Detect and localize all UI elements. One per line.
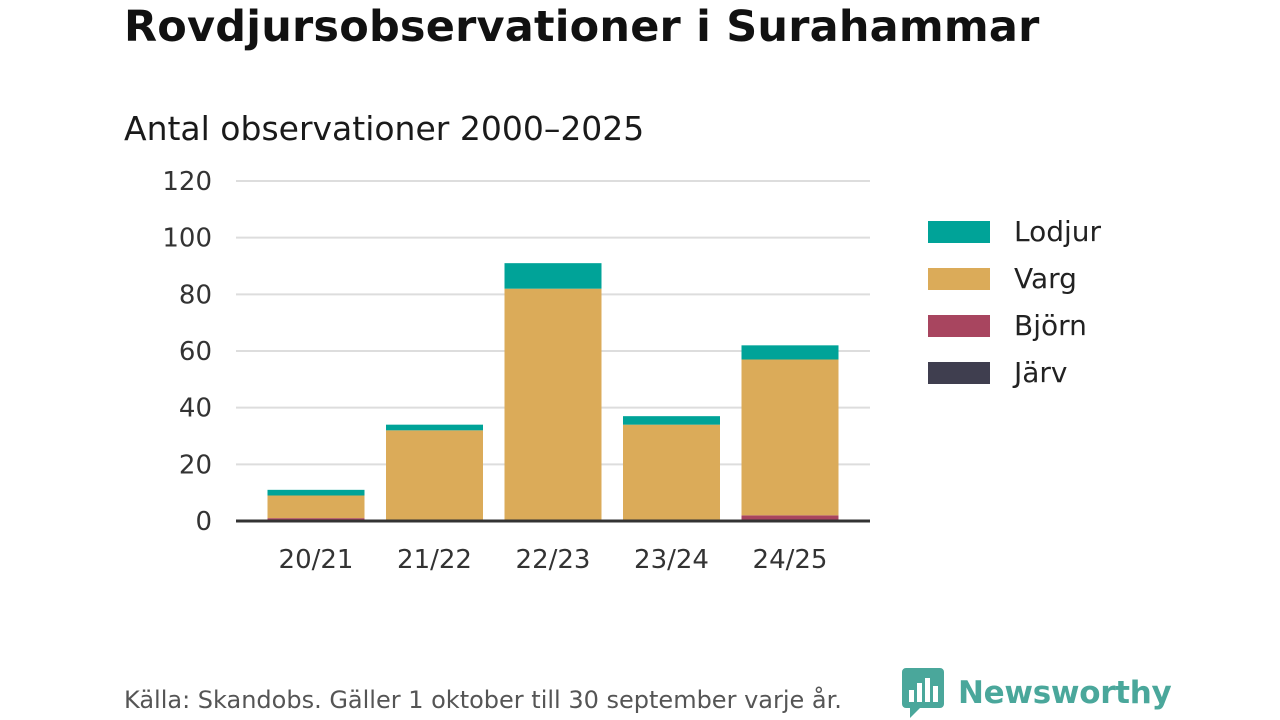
legend-swatch-lodjur: [928, 220, 990, 243]
x-tick-label: 20/21: [279, 545, 354, 575]
legend-label-jarv: Järv: [1014, 356, 1068, 389]
bar-segment: [623, 424, 720, 521]
chart-title: Rovdjursobservationer i Surahammar: [124, 2, 1040, 52]
legend-item-jarv: Järv: [928, 349, 1101, 396]
legend-swatch-varg: [928, 267, 990, 290]
bar-segment: [267, 495, 365, 519]
x-tick-label: 23/24: [634, 545, 709, 575]
legend-swatch-bjorn: [928, 314, 990, 337]
bar-segment: [267, 489, 365, 496]
legend-label-bjorn: Björn: [1014, 309, 1087, 342]
y-tick-label: 20: [179, 450, 212, 480]
legend-label-varg: Varg: [1014, 262, 1077, 295]
x-tick-label: 22/23: [516, 545, 591, 575]
legend-item-lodjur: Lodjur: [928, 208, 1101, 255]
bar-segment: [386, 430, 483, 521]
bars: [267, 263, 839, 521]
bar-segment: [741, 515, 839, 521]
bar-segment: [504, 288, 602, 521]
y-tick-label: 0: [195, 507, 212, 537]
newsworthy-logo-icon: [902, 668, 944, 718]
bar-segment: [623, 416, 720, 425]
axes: 0 20 40 60 80 100 120 20/21 21/22 22/23 23/24 24/25: [162, 167, 870, 575]
legend-item-bjorn: Björn: [928, 302, 1101, 349]
legend-swatch-jarv: [928, 361, 990, 384]
y-tick-label: 120: [162, 167, 212, 197]
legend: Lodjur Varg Björn Järv: [928, 208, 1101, 396]
legend-item-varg: Varg: [928, 255, 1101, 302]
x-tick-label: 21/22: [397, 545, 472, 575]
brand: Newsworthy: [902, 668, 1172, 718]
bar-segment: [504, 263, 602, 289]
legend-label-lodjur: Lodjur: [1014, 215, 1102, 248]
bar-segment: [386, 424, 483, 431]
bar-segment: [741, 359, 839, 516]
y-tick-label: 60: [179, 337, 212, 367]
y-tick-label: 80: [179, 280, 212, 310]
brand-name: Newsworthy: [958, 675, 1172, 711]
bar-segment: [741, 345, 839, 360]
x-tick-label: 24/25: [753, 545, 828, 575]
y-tick-label: 100: [162, 224, 212, 254]
y-tick-label: 40: [179, 394, 212, 424]
source-note: Källa: Skandobs. Gäller 1 oktober till 3…: [124, 686, 842, 714]
chart-subtitle: Antal observationer 2000–2025: [124, 109, 645, 148]
